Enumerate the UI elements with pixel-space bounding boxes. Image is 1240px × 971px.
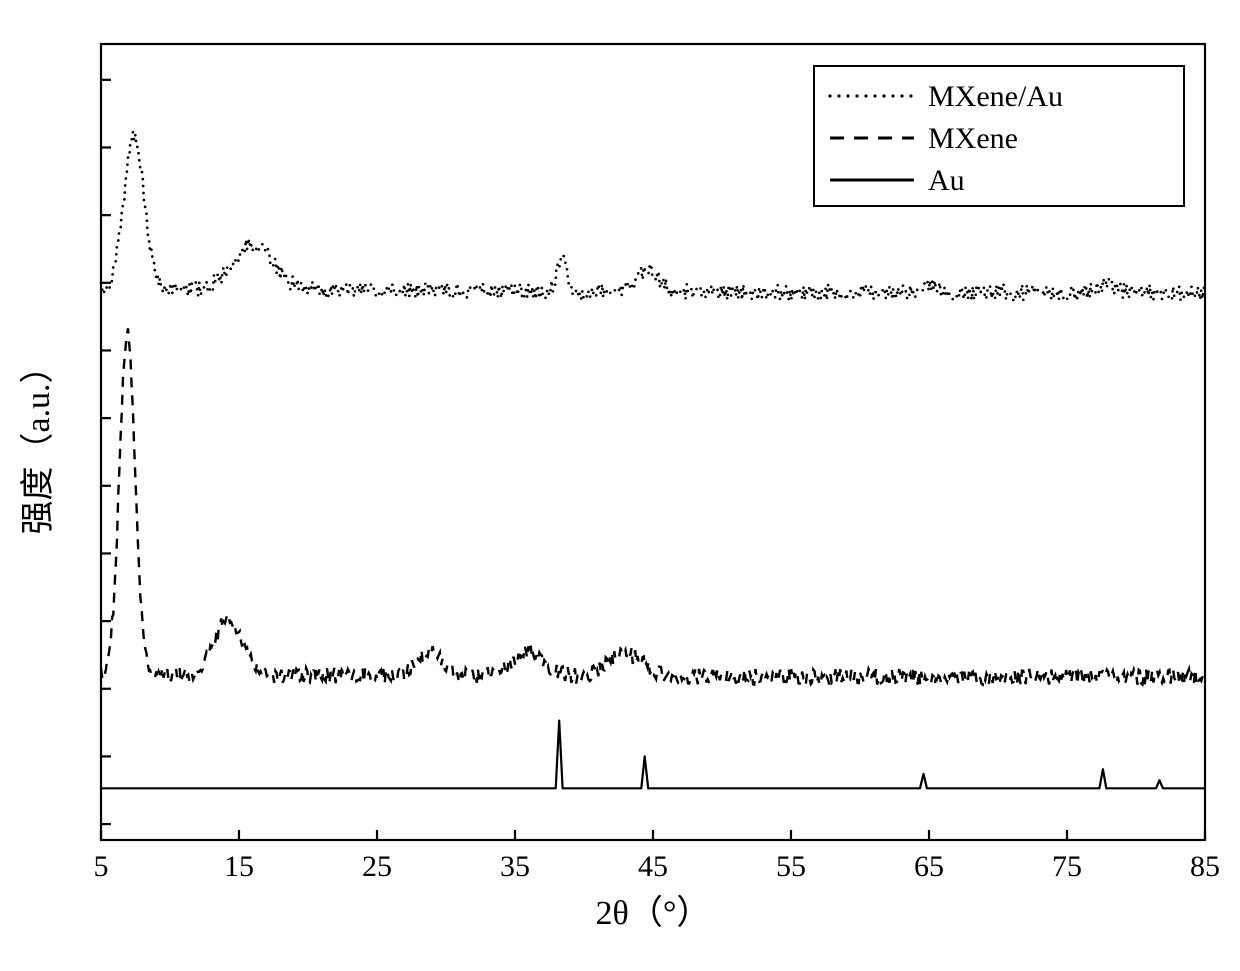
series-mxene bbox=[101, 328, 1205, 685]
xrd-chart: 515253545556575852θ（°）强度（a.u.）MXene/AuMX… bbox=[0, 0, 1240, 971]
x-tick-label: 15 bbox=[224, 850, 254, 883]
x-tick-label: 65 bbox=[914, 850, 944, 883]
series-au bbox=[101, 721, 1205, 789]
x-tick-label: 35 bbox=[500, 850, 530, 883]
x-axis-label: 2θ（°） bbox=[596, 894, 711, 932]
y-axis-label: 强度（a.u.） bbox=[19, 349, 57, 534]
legend-label: MXene/Au bbox=[928, 80, 1063, 113]
legend-label: MXene bbox=[928, 122, 1018, 155]
x-tick-label: 25 bbox=[362, 850, 392, 883]
x-tick-label: 75 bbox=[1052, 850, 1082, 883]
legend: MXene/Au MXene Au bbox=[814, 66, 1184, 206]
legend-label: Au bbox=[928, 164, 965, 197]
x-tick-label: 5 bbox=[94, 850, 109, 883]
x-tick-label: 85 bbox=[1190, 850, 1220, 883]
x-tick-label: 55 bbox=[776, 850, 806, 883]
x-tick-label: 45 bbox=[638, 850, 668, 883]
